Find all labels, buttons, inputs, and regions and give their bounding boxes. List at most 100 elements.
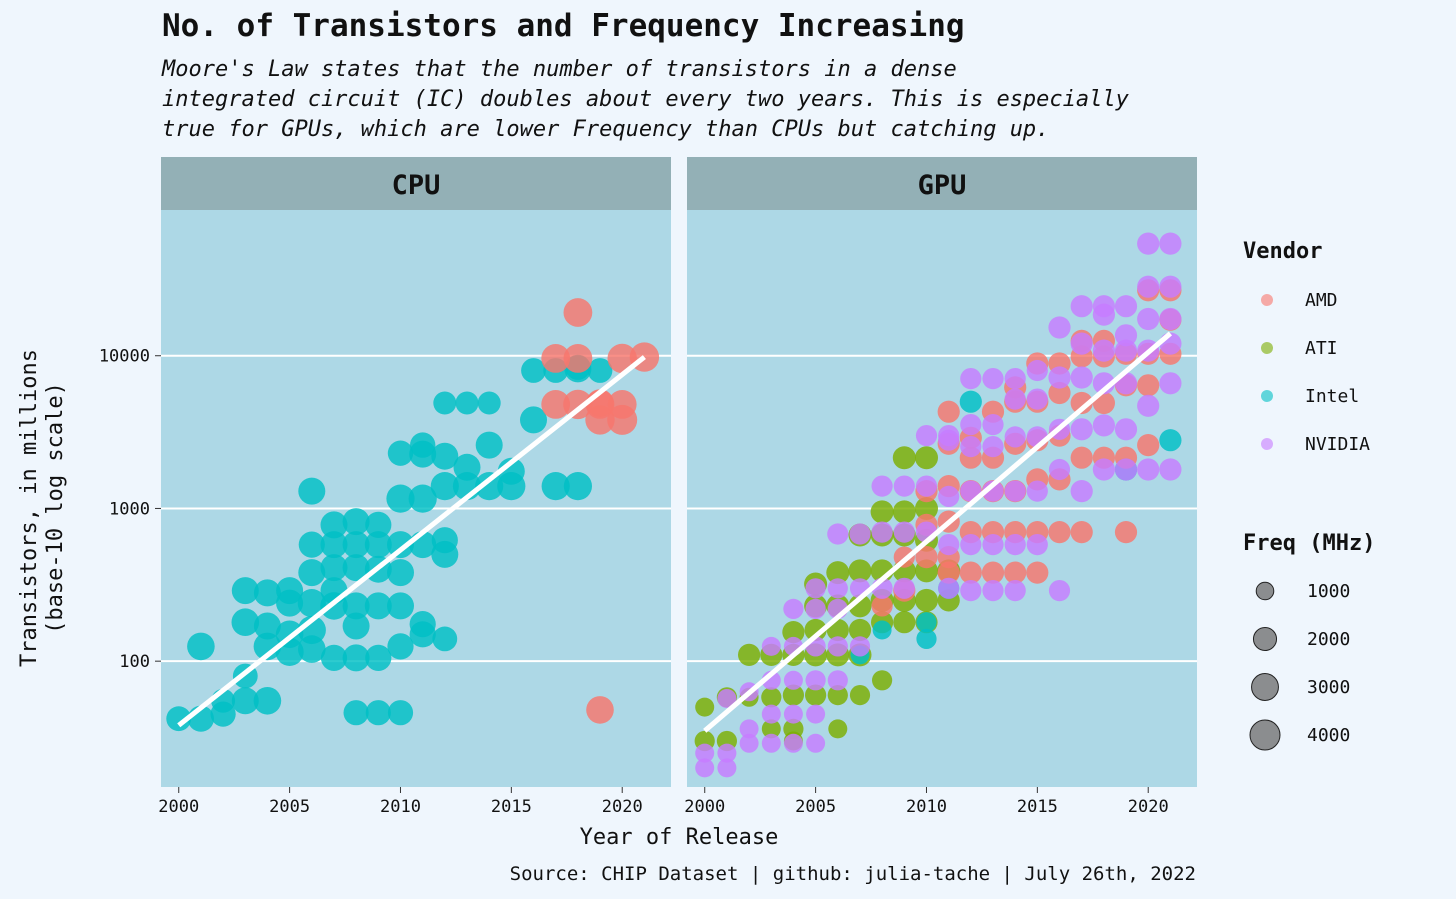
cpu-point-intel [253,579,281,607]
cpu-point-intel [387,559,414,587]
cpu-point-intel [253,632,282,661]
cpu-point-amd [541,390,571,419]
gpu-point-ati [872,670,893,691]
gpu-point-ati [761,687,782,708]
cpu-point-intel [387,592,414,620]
gpu-point-amd [937,561,960,584]
gpu-point-amd [1070,391,1093,415]
x-tick-label: 2005 [795,797,836,817]
cpu-point-intel [342,508,370,536]
gpu-point-amd [1137,434,1160,457]
cpu-point-intel [231,687,259,715]
chart-subtitle-line-3: true for GPUs, which are lower Frequency… [162,117,1049,142]
legend-size-key-4000 [1249,719,1281,751]
gpu-point-nvidia [1026,388,1048,410]
gpu-trend-segment [703,331,1173,733]
gpu-point-ati [915,497,938,520]
y-tick-label: 100 [119,652,150,672]
gpu-point-amd [871,595,893,617]
gpu-point-nvidia [806,704,826,724]
gpu-point-nvidia [717,743,737,763]
caption: Source: CHIP Dataset | github: julia-tac… [510,863,1196,885]
gpu-point-nvidia [1114,295,1138,318]
gpu-points [694,232,1182,778]
cpu-point-intel [431,527,458,554]
gpu-point-nvidia [982,414,1004,436]
chart-subtitle-line-1: Moore's Law states that the number of tr… [161,57,957,82]
gpu-trend-line [703,331,1173,733]
gpu-point-nvidia [1137,232,1160,255]
gpu-point-nvidia [1092,339,1115,362]
cpu-point-intel [477,391,501,415]
gpu-point-nvidia [1092,458,1115,481]
gpu-point-ati [826,561,850,585]
y-axis-title: Transistors, in millions (base-10 log sc… [17,349,68,667]
gpu-point-amd [1026,561,1049,584]
gpu-point-nvidia [1114,418,1138,441]
cpu-point-amd [607,390,637,419]
gpu-point-nvidia [1004,368,1026,390]
gpu-point-nvidia [783,704,803,724]
gpu-point-nvidia [761,733,781,753]
gpu-point-nvidia [1048,366,1071,389]
gpu-point-nvidia [1159,458,1182,481]
legend-size-key-3000 [1251,673,1279,701]
gpu-point-nvidia [761,704,781,724]
legend-size-label-3000: 3000 [1307,677,1350,698]
gpu-point-nvidia [1114,324,1138,347]
gpu-point-intel [959,390,982,413]
gpu-point-nvidia [960,436,982,458]
legend-key-nvidia [1261,438,1273,450]
cpu-point-intel [320,554,348,582]
gpu-point-nvidia [893,521,915,543]
cpu-point-intel [587,358,613,383]
cpu-point-intel [364,592,392,620]
gpu-point-intel [1159,429,1182,452]
gpu-point-nvidia [1092,414,1115,437]
gpu-point-ati [782,621,805,644]
legend-size-key-2000 [1252,626,1278,652]
gpu-point-nvidia [1137,307,1160,331]
gpu-point-nvidia [1159,372,1182,395]
gpu-point-amd [1114,521,1138,544]
x-tick-label: 2015 [491,797,532,817]
gpu-point-nvidia [695,743,715,763]
gpu-point-ati [761,719,781,739]
gpu-point-nvidia [717,758,737,778]
gpu-point-nvidia [1070,418,1093,441]
cpu-point-intel [342,612,370,640]
gpu-point-nvidia [1137,394,1160,417]
gpu-point-nvidia [739,733,759,753]
gpu-point-nvidia [1114,339,1138,362]
gpu-strip-label: GPU [918,170,967,201]
gpu-point-intel [916,628,937,650]
cpu-point-intel [210,701,236,727]
gpu-point-nvidia [827,670,848,691]
gpu-point-nvidia [1092,295,1115,318]
gpu-point-nvidia [982,580,1004,602]
gpu-strip [687,157,1197,210]
gpu-point-amd [1048,521,1071,544]
gpu-point-nvidia [695,758,715,778]
gpu-point-amd [1070,446,1093,469]
gpu-point-nvidia [1070,332,1093,355]
cpu-point-intel [320,644,348,672]
gpu-point-nvidia [1004,426,1026,448]
cpu-point-intel [409,611,436,638]
gpu-point-intel [872,620,892,640]
cpu-point-amd [563,344,593,373]
cpu-point-intel [342,531,370,559]
gpu-point-nvidia [806,733,826,753]
gpu-point-nvidia [1114,458,1138,481]
cpu-point-intel [187,632,215,661]
gpu-point-amd [1004,561,1027,584]
gpu-point-intel [916,612,937,633]
cpu-point-amd [586,696,614,724]
x-axis-title: Year of Release [580,825,779,850]
x-tick-label: 2000 [684,797,725,817]
gpu-point-nvidia [1070,480,1093,503]
cpu-point-intel [231,608,260,636]
gpu-point-nvidia [1026,480,1048,502]
legend-key-ati [1261,342,1273,354]
gpu-point-nvidia [805,670,826,691]
